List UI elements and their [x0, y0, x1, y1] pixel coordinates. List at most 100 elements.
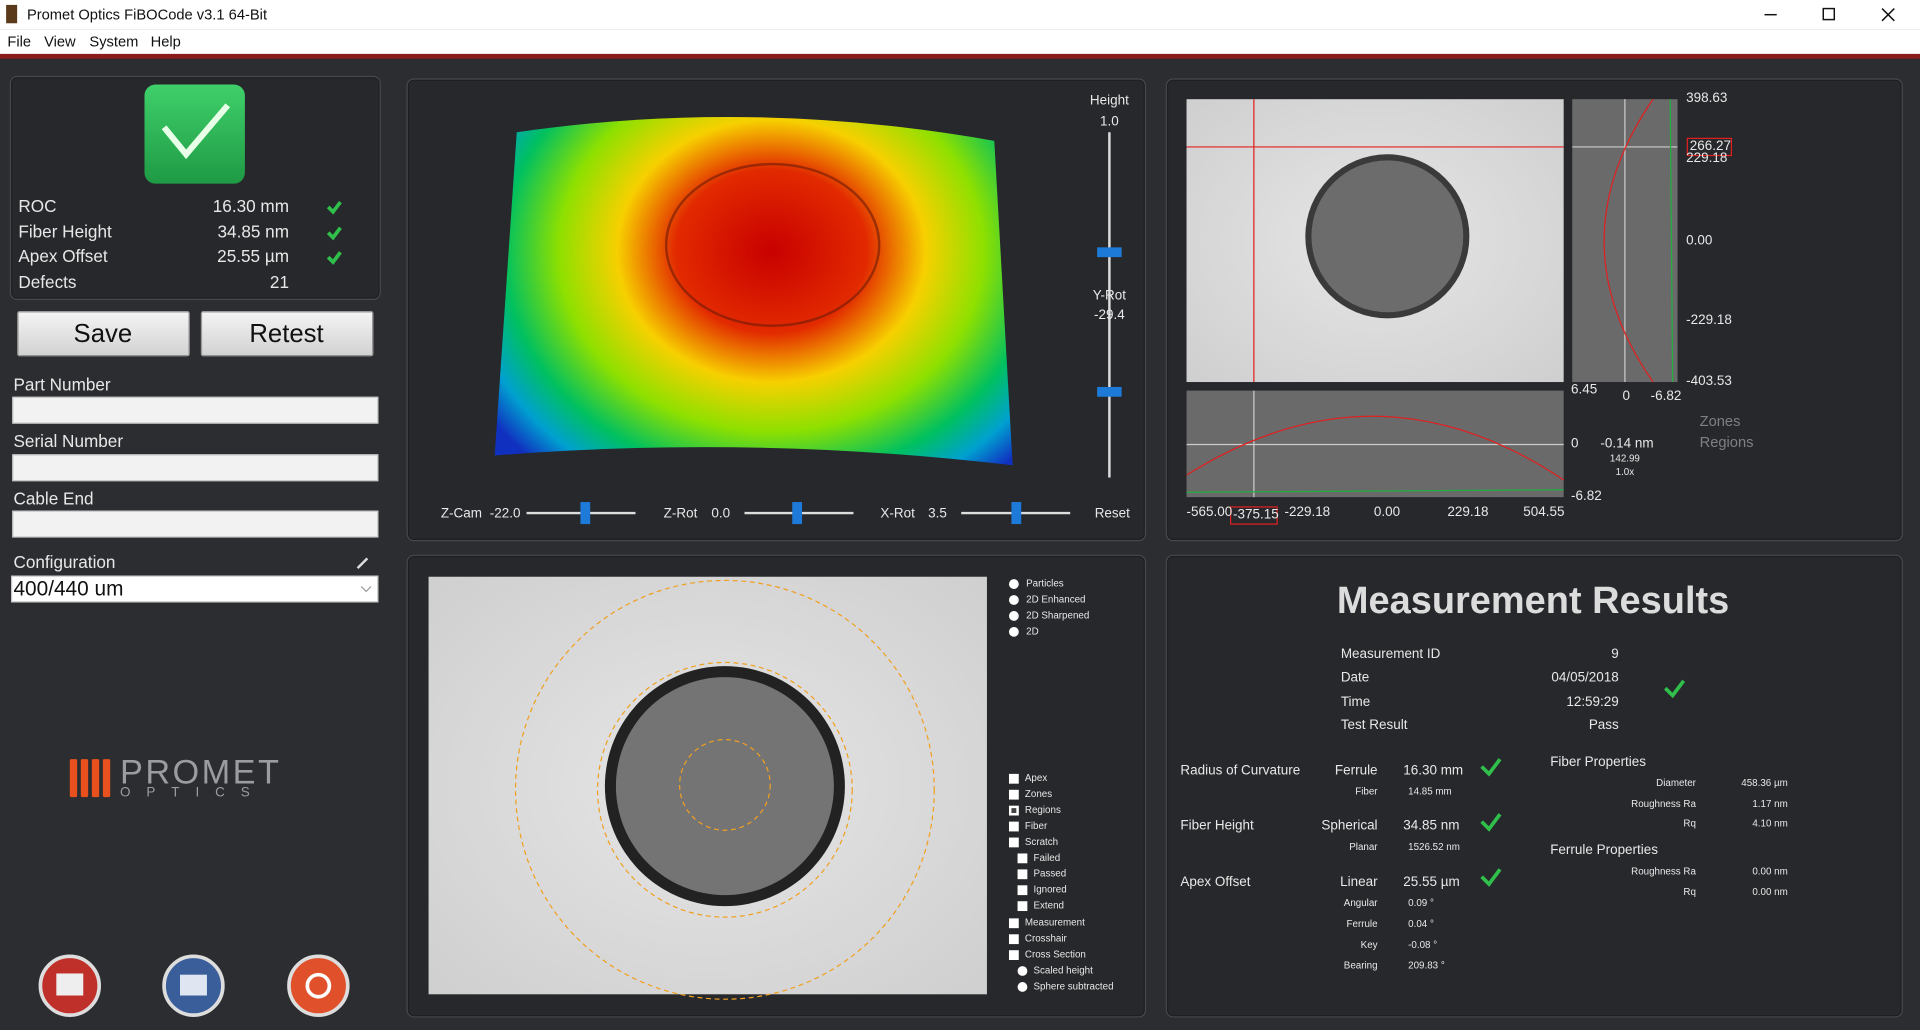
cursor-y-box: [1686, 137, 1733, 157]
side-scale-label: 0: [1622, 388, 1630, 404]
option-checkbox[interactable]: [1008, 805, 1019, 816]
option-checkbox[interactable]: [1008, 837, 1019, 848]
mode-radio[interactable]: [1008, 595, 1019, 605]
y-label: 0.00: [1686, 233, 1713, 248]
option-checkbox[interactable]: [1017, 885, 1028, 896]
option-label[interactable]: Zones: [1024, 788, 1053, 800]
cable-end-input[interactable]: [12, 510, 379, 538]
info-label: Test Result: [1340, 718, 1408, 733]
save-label[interactable]: Save: [73, 320, 133, 349]
option-checkbox[interactable]: [1008, 821, 1019, 832]
mode-label[interactable]: 2D Enhanced: [1026, 593, 1086, 605]
metric-value: 16.30 mm: [1403, 763, 1464, 779]
metric-name: Radius of Curvature: [1180, 763, 1301, 779]
summary-label: ROC: [18, 195, 57, 216]
menu-item[interactable]: File: [7, 33, 32, 51]
accent-line: [0, 53, 1920, 59]
mode-label[interactable]: 2D Sharpened: [1026, 609, 1090, 621]
section-label[interactable]: Sphere subtracted: [1033, 980, 1114, 992]
retest-button[interactable]: [200, 311, 374, 357]
mode-label[interactable]: 2D: [1026, 625, 1039, 637]
option-label[interactable]: Passed: [1033, 868, 1067, 880]
mode-radio[interactable]: [1008, 611, 1019, 621]
reset-button[interactable]: Reset: [1094, 506, 1130, 522]
legend-item[interactable]: Regions: [1699, 433, 1754, 451]
profile-readout-sub: 142.99: [1609, 453, 1640, 465]
field-label: Serial Number: [13, 431, 124, 451]
menu-item[interactable]: View: [44, 33, 76, 51]
results-panel: [1165, 554, 1903, 1018]
section-label[interactable]: Scaled height: [1033, 964, 1093, 976]
summary-value: 34.85 nm: [217, 221, 289, 242]
slider-label: Z-Cam: [440, 506, 482, 522]
metric-label: Planar: [1349, 841, 1378, 853]
option-label[interactable]: Ignored: [1033, 884, 1067, 896]
retest-label[interactable]: Retest: [249, 320, 324, 349]
save-button[interactable]: [17, 311, 190, 357]
edit-icon[interactable]: [356, 557, 369, 570]
metric-name: Apex Offset: [1180, 874, 1251, 890]
cursor-x-value: -375.15: [1233, 507, 1279, 523]
mode-radio[interactable]: [1008, 626, 1019, 637]
slider-value: -29.4: [1094, 307, 1125, 323]
property-label: Rq: [1683, 817, 1696, 829]
summary-label: Fiber Height: [18, 221, 112, 242]
option-checkbox[interactable]: [1008, 789, 1019, 800]
option-checkbox[interactable]: [1017, 869, 1028, 880]
metric-value: 0.04 °: [1408, 918, 1434, 930]
menu-item[interactable]: System: [89, 33, 139, 51]
bottom-scale-label: 0: [1571, 436, 1579, 452]
menu-item[interactable]: Help: [150, 33, 181, 51]
slider-label: Z-Rot: [663, 506, 698, 522]
option-label[interactable]: Regions: [1024, 804, 1061, 816]
option-checkbox[interactable]: [1008, 918, 1019, 929]
slider-label: Height: [1089, 93, 1129, 109]
metric-value: 14.85 mm: [1408, 786, 1452, 798]
metric-label: Angular: [1343, 897, 1378, 909]
property-value: 0.00 nm: [1752, 865, 1788, 877]
option-checkbox[interactable]: [1017, 901, 1028, 912]
option-label[interactable]: Extend: [1033, 900, 1064, 912]
slider-thumbs[interactable]: [580, 247, 1122, 525]
property-value: 0.00 nm: [1752, 885, 1788, 897]
option-label[interactable]: Cross Section: [1024, 948, 1086, 961]
option-label[interactable]: Measurement: [1024, 917, 1085, 929]
configuration-value[interactable]: 400/440 um: [13, 577, 124, 601]
option-label[interactable]: Scratch: [1024, 836, 1059, 848]
option-checkbox[interactable]: [1008, 773, 1019, 784]
metric-value: 0.09 °: [1408, 897, 1434, 909]
mode-radio[interactable]: [1008, 579, 1019, 589]
bottom-scale-label: -6.82: [1571, 489, 1602, 504]
y-label: 229.18: [1686, 151, 1728, 166]
option-checkbox[interactable]: [1017, 853, 1028, 864]
properties-title: Fiber Properties: [1550, 754, 1647, 770]
field-label: Cable End: [13, 488, 94, 509]
option-label[interactable]: Apex: [1024, 772, 1048, 784]
dropdown-arrow[interactable]: [360, 586, 372, 593]
configuration-select[interactable]: [11, 575, 379, 603]
summary-label: Defects: [18, 271, 77, 292]
property-value: 4.10 nm: [1752, 817, 1788, 829]
cursor-y-value: 266.27: [1689, 138, 1732, 154]
legend-item[interactable]: Zones: [1699, 412, 1741, 430]
logo-mark: [69, 759, 111, 798]
option-checkbox[interactable]: [1008, 950, 1019, 961]
bottom-profile: [1186, 390, 1564, 498]
property-value: 1.17 nm: [1752, 797, 1788, 809]
part-number-input[interactable]: [12, 396, 379, 424]
property-label: Diameter: [1656, 777, 1696, 789]
serial-number-input[interactable]: [12, 454, 379, 482]
option-label[interactable]: Crosshair: [1024, 933, 1067, 945]
option-label[interactable]: Fiber: [1024, 820, 1048, 832]
nav-icons[interactable]: [38, 954, 350, 1017]
option-checkbox[interactable]: [1008, 934, 1019, 945]
mode-label[interactable]: Particles: [1026, 577, 1064, 589]
section-radio[interactable]: [1017, 982, 1028, 992]
side-scale-label: -6.82: [1650, 388, 1682, 404]
option-label[interactable]: Failed: [1033, 852, 1061, 864]
section-radio[interactable]: [1017, 966, 1028, 976]
pass-indicator: [144, 84, 245, 184]
slider-label: X-Rot: [880, 506, 915, 522]
metric-label: Bearing: [1343, 960, 1378, 972]
